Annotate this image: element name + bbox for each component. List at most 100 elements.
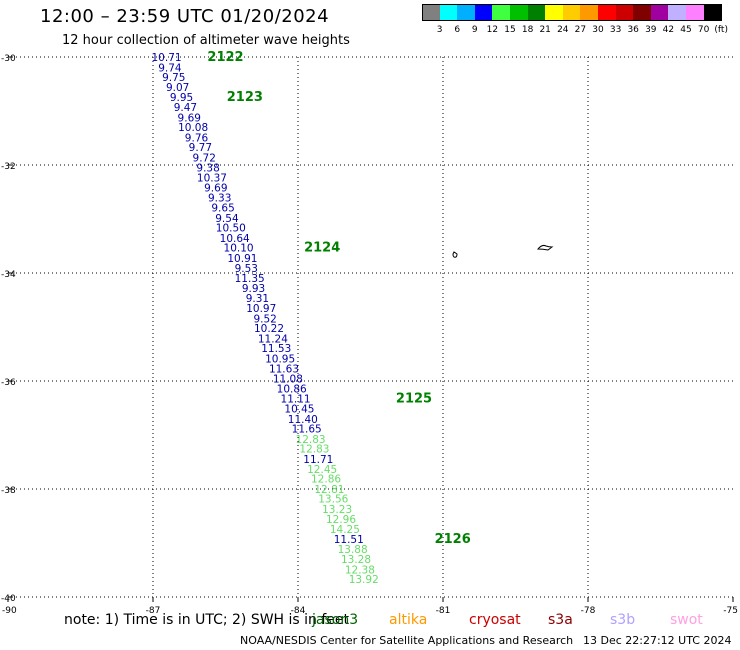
colorbar-label: 12 bbox=[486, 25, 499, 35]
swh-value-label: 11.63 bbox=[269, 364, 299, 376]
swh-value-label: 11.40 bbox=[288, 414, 318, 426]
swh-value-label: 13.56 bbox=[318, 494, 348, 506]
colorbar-swatch bbox=[580, 4, 598, 20]
satellite-legend-item: jason3 bbox=[312, 612, 359, 628]
chart-subtitle: 12 hour collection of altimeter wave hei… bbox=[62, 33, 350, 48]
colorbar-swatch bbox=[633, 4, 651, 20]
y-tick-label: -40 bbox=[1, 594, 16, 604]
swh-value-label: 13.23 bbox=[322, 504, 352, 516]
swh-value-label: 10.37 bbox=[197, 172, 227, 184]
colorbar-label: 70 bbox=[697, 25, 710, 35]
swh-value-label: 10.64 bbox=[220, 233, 250, 245]
swh-value-label: 12.83 bbox=[299, 444, 329, 456]
y-tick-label: -36 bbox=[1, 378, 16, 388]
colorbar-label: 39 bbox=[645, 25, 657, 35]
colorbar-label: 45 bbox=[680, 25, 692, 35]
colorbar-swatch bbox=[686, 4, 704, 20]
x-tick-label: -90 bbox=[2, 606, 17, 616]
swh-value-label: 10.97 bbox=[246, 303, 276, 315]
swh-value-label: 9.93 bbox=[242, 283, 265, 295]
satellite-legend-item: s3b bbox=[610, 612, 636, 628]
swh-value-label: 10.95 bbox=[265, 353, 295, 365]
x-tick-label: -75 bbox=[723, 606, 738, 616]
swh-value-label: 9.47 bbox=[174, 102, 197, 114]
colorbar-swatch bbox=[545, 4, 563, 20]
swh-value-label: 9.53 bbox=[235, 263, 258, 275]
colorbar-label: 27 bbox=[574, 25, 587, 35]
colorbar-swatch bbox=[422, 4, 440, 20]
swh-value-label: 9.07 bbox=[166, 82, 189, 94]
colorbar-swatch bbox=[615, 4, 634, 20]
swh-value-label: 9.65 bbox=[211, 203, 234, 215]
swh-value-label: 12.45 bbox=[307, 464, 337, 476]
colorbar-swatch bbox=[703, 4, 722, 20]
swh-value-label: 11.11 bbox=[281, 393, 311, 405]
swh-value-label: 9.95 bbox=[170, 92, 193, 104]
swh-value-label: 10.86 bbox=[277, 384, 307, 396]
swh-value-label: 11.71 bbox=[303, 454, 333, 466]
colorbar-swatch bbox=[510, 4, 528, 20]
island-outline bbox=[452, 251, 458, 258]
data-marks: 10.719.749.759.079.959.479.6910.089.769.… bbox=[152, 52, 379, 586]
colorbar-swatch bbox=[457, 4, 475, 20]
satellite-legend-item: altika bbox=[389, 612, 428, 628]
plot-grid bbox=[8, 56, 733, 598]
swh-value-label: 10.45 bbox=[284, 404, 314, 416]
swh-value-label: 9.38 bbox=[196, 163, 219, 175]
colorbar-frame bbox=[422, 4, 723, 21]
pass-number-label: 2122 bbox=[207, 50, 243, 65]
colorbar-swatch bbox=[598, 4, 616, 20]
colorbar-label: 3 bbox=[436, 25, 443, 35]
x-tick-label: -78 bbox=[581, 606, 596, 616]
swh-value-label: 9.31 bbox=[246, 293, 269, 305]
swh-value-label: 13.28 bbox=[341, 554, 371, 566]
colorbar-label: 36 bbox=[627, 25, 639, 35]
swh-value-label: 13.88 bbox=[338, 544, 368, 556]
swh-value-label: 13.92 bbox=[349, 574, 379, 586]
swh-value-label: 9.33 bbox=[208, 192, 231, 204]
island-outlines bbox=[452, 244, 554, 258]
credit-line: NOAA/NESDIS Center for Satellite Applica… bbox=[240, 634, 574, 647]
x-tick-label: -87 bbox=[146, 606, 161, 616]
colorbar-label: 18 bbox=[521, 25, 534, 35]
swh-value-label: 12.83 bbox=[296, 434, 326, 446]
swh-value-label: 9.54 bbox=[215, 213, 239, 225]
swh-value-label: 12.96 bbox=[326, 514, 356, 526]
footnote: note: 1) Time is in UTC; 2) SWH is in fe… bbox=[64, 612, 350, 628]
x-tick-label: -84 bbox=[291, 606, 306, 616]
colorbar-swatch bbox=[650, 4, 669, 20]
y-tick-label: -38 bbox=[1, 486, 16, 496]
pass-annotations: 2122 2123 2124 2125 2126 bbox=[207, 50, 470, 547]
colorbar-label: 15 bbox=[504, 25, 516, 35]
colorbar-label: 9 bbox=[471, 25, 478, 35]
y-tick-label: -32 bbox=[1, 162, 16, 172]
y-tick-label: -34 bbox=[1, 270, 16, 280]
swh-value-label: 11.35 bbox=[235, 273, 265, 285]
swh-value-label: 9.69 bbox=[178, 112, 201, 124]
colorbar-swatch bbox=[562, 4, 581, 20]
y-tick-label: -30 bbox=[1, 54, 16, 64]
swh-value-label: 9.75 bbox=[162, 72, 185, 84]
satellite-legend-item: cryosat bbox=[469, 612, 521, 628]
colorbar-label: (ft) bbox=[714, 25, 728, 35]
swh-value-label: 12.38 bbox=[345, 564, 375, 576]
swh-value-label: 9.52 bbox=[253, 313, 276, 325]
swh-value-label: 9.69 bbox=[204, 183, 227, 195]
colorbar-label: 24 bbox=[557, 25, 569, 35]
generation-timestamp: 13 Dec 22:27:12 UTC 2024 bbox=[583, 634, 732, 647]
swh-value-label: 14.25 bbox=[330, 524, 360, 536]
colorbar-swatch bbox=[527, 4, 546, 20]
island-outline bbox=[536, 244, 554, 251]
pass-number-label: 2125 bbox=[396, 391, 432, 406]
swh-value-label: 11.53 bbox=[261, 343, 291, 355]
pass-number-label: 2124 bbox=[304, 241, 340, 256]
pass-number-label: 2123 bbox=[227, 90, 263, 105]
swh-value-label: 10.50 bbox=[216, 223, 246, 235]
swh-value-label: 10.71 bbox=[152, 52, 182, 64]
colorbar-label: 42 bbox=[662, 25, 675, 35]
colorbar-label: 30 bbox=[592, 25, 604, 35]
colorbar-swatch bbox=[668, 4, 686, 20]
swh-value-label: 11.65 bbox=[292, 424, 322, 436]
colorbar-label: 21 bbox=[539, 25, 551, 35]
